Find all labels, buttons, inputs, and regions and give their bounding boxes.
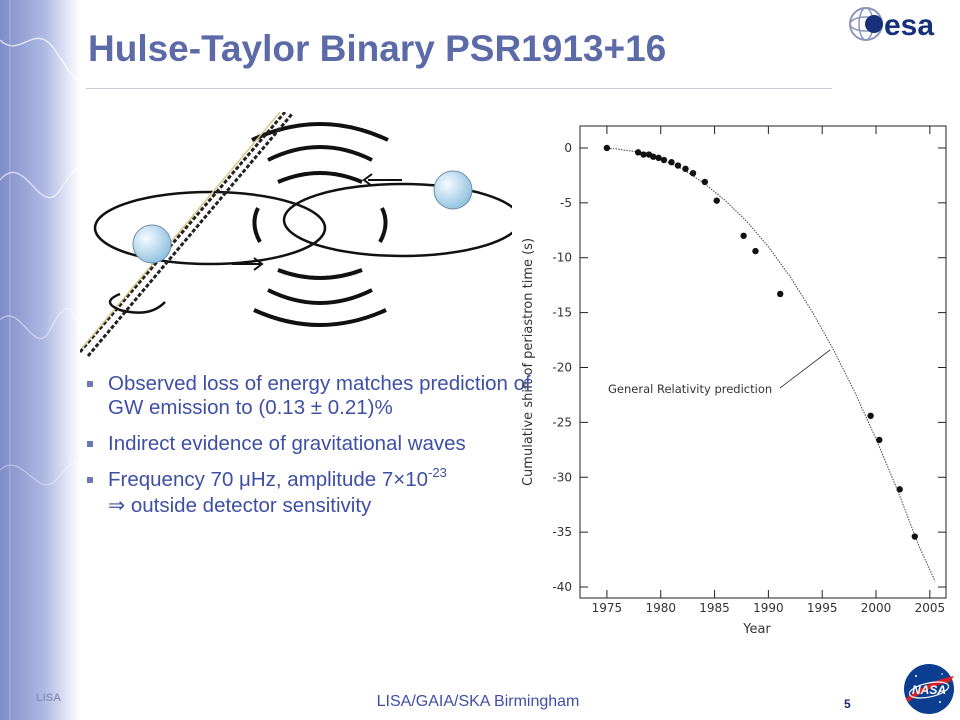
nasa-logo: NASA <box>904 664 954 714</box>
slide-title: Hulse-Taylor Binary PSR1913+16 <box>88 28 667 69</box>
x-tick-label: 2005 <box>915 601 946 615</box>
square-bullet-icon <box>87 477 93 483</box>
periastron-shift-chart: 1975 1980 1985 1990 1995 2000 2005 0 -5 -10 -15 -20… <box>512 110 958 640</box>
companion-star <box>433 170 473 210</box>
footer-center-label: LISA/GAIA/SKA Birmingham <box>376 693 580 710</box>
bullet-item: Frequency 70 μHz, amplitude 7×10-23 ⇒ ou… <box>84 465 554 518</box>
data-point <box>668 159 675 166</box>
data-point <box>911 533 918 540</box>
y-tick-label: 0 <box>564 141 572 155</box>
pulsar-star <box>132 224 172 264</box>
orbit-right <box>282 182 522 258</box>
y-tick-label: -25 <box>552 415 572 429</box>
chart-x-axis-label: Year <box>742 622 771 637</box>
square-bullet-icon <box>87 381 93 387</box>
nasa-logo-text: NASA <box>912 683 946 697</box>
title-underline <box>86 88 832 89</box>
data-point <box>689 170 697 177</box>
bullet-text-continuation: ⇒ outside detector sensitivity <box>108 494 372 517</box>
data-point <box>660 156 668 164</box>
data-point <box>740 232 747 239</box>
x-tick-label: 1980 <box>645 601 676 615</box>
bullet-text: Frequency 70 μHz, amplitude 7×10 <box>108 468 429 491</box>
data-point <box>640 151 647 158</box>
gravitational-wave-arcs <box>251 122 389 327</box>
y-tick-label: -10 <box>552 251 572 265</box>
bullet-text: Observed loss of energy matches predicti… <box>108 372 531 419</box>
y-tick-label: -30 <box>552 470 572 484</box>
bullet-text: Indirect evidence of gravitational waves <box>108 432 466 455</box>
x-tick-label: 1990 <box>753 601 784 615</box>
data-point <box>752 247 759 255</box>
binary-orbit-diagram <box>80 112 522 357</box>
data-point <box>655 154 662 162</box>
data-point <box>867 412 874 419</box>
bullet-list: Observed loss of energy matches predicti… <box>84 372 554 530</box>
x-tick-label: 2000 <box>861 601 892 615</box>
y-tick-label: -5 <box>560 196 572 210</box>
data-point <box>674 162 682 169</box>
data-point <box>603 144 611 152</box>
bullet-superscript: -23 <box>428 465 447 480</box>
y-tick-label: -40 <box>552 580 572 594</box>
pulsar-beam <box>80 112 294 357</box>
data-point <box>896 486 903 493</box>
data-point <box>650 153 657 160</box>
y-tick-label: -20 <box>552 360 572 374</box>
x-tick-label: 1995 <box>807 601 838 615</box>
x-tick-label: 1975 <box>592 601 623 615</box>
chart-background <box>512 110 958 640</box>
chart-y-axis-label: Cumulative shift of periastron time (s) <box>521 238 536 486</box>
y-tick-label: -15 <box>552 306 572 320</box>
decorative-side-band <box>0 0 80 720</box>
chart-annotation: General Relativity prediction <box>608 382 772 396</box>
data-point <box>876 436 883 444</box>
data-point <box>713 197 720 204</box>
footer-left-label: LISA <box>36 692 62 704</box>
esa-logo: esa <box>849 7 934 42</box>
square-bullet-icon <box>87 441 93 447</box>
orbit-direction-arrows <box>232 173 402 271</box>
annotation-leader-line <box>779 349 831 389</box>
data-point <box>682 165 689 173</box>
chart-frame <box>579 125 947 599</box>
data-point <box>634 149 642 156</box>
orbit-left <box>93 190 327 266</box>
y-tick-label: -35 <box>552 525 572 539</box>
data-point <box>777 290 784 298</box>
data-point <box>701 178 709 186</box>
page-number: 5 <box>844 697 851 711</box>
bullet-item: Indirect evidence of gravitational waves <box>84 432 554 456</box>
bullet-item: Observed loss of energy matches predicti… <box>84 372 554 420</box>
x-tick-label: 1985 <box>699 601 730 615</box>
esa-logo-text: esa <box>884 9 934 42</box>
